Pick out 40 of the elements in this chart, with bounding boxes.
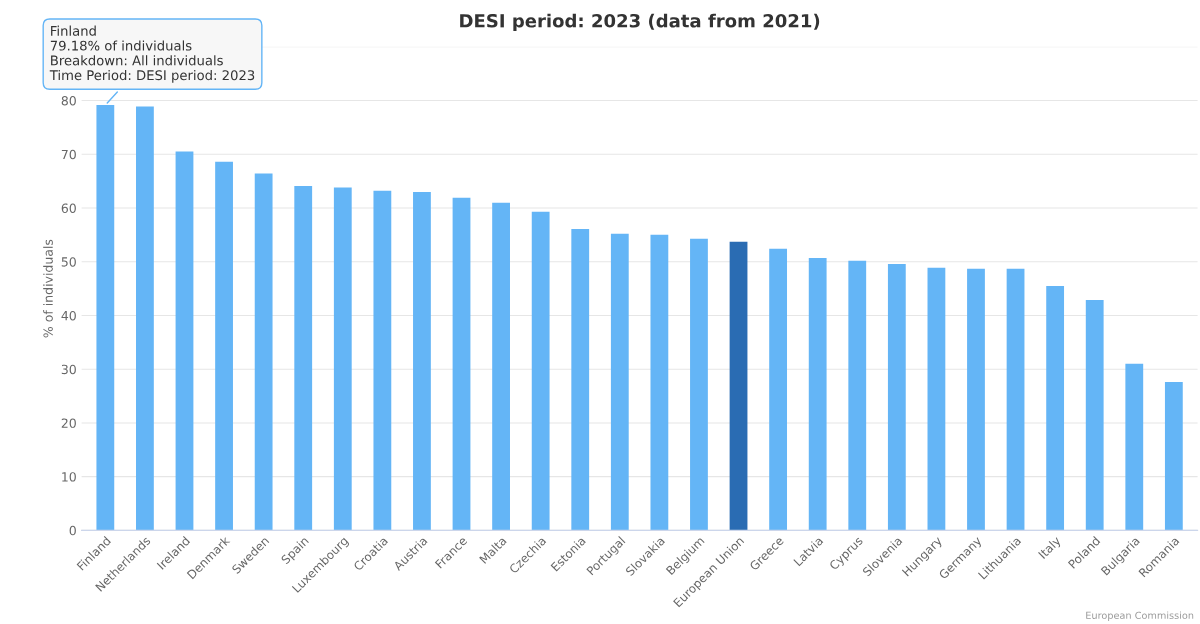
- y-tick-label: 60: [61, 203, 76, 213]
- bar: [729, 241, 748, 531]
- bar: [887, 263, 906, 531]
- y-tick-label: 70: [61, 149, 76, 160]
- bar: [808, 257, 827, 531]
- bar: [1164, 382, 1183, 531]
- chart-title: DESI period: 2023 (data from 2021): [460, 13, 820, 32]
- bar: [215, 161, 233, 531]
- bar: [136, 106, 154, 531]
- bar: [690, 238, 708, 531]
- y-tick-label: 40: [61, 310, 76, 321]
- bar: [531, 211, 550, 531]
- bar: [373, 190, 392, 531]
- y-tick-label: 0: [69, 525, 76, 536]
- bar: [1006, 268, 1025, 531]
- bar: [610, 233, 629, 531]
- bar: [571, 228, 590, 531]
- bar: [333, 187, 352, 531]
- bar: [1125, 363, 1144, 531]
- bar: [848, 260, 867, 531]
- bar: [927, 267, 946, 531]
- bar: [967, 268, 985, 531]
- text: European Commission: [1086, 611, 1194, 621]
- annotation: Finland 79.18% of individuals Breakdown: All individuals Time Period: DESI period: 2023: [49, 25, 255, 83]
- y-tick-label: 80: [61, 96, 76, 106]
- bar: [492, 202, 510, 531]
- bar: [650, 234, 669, 531]
- bar: [294, 185, 313, 531]
- y-tick-label: 30: [61, 364, 76, 375]
- bar: [769, 248, 788, 531]
- bar: [1046, 285, 1065, 531]
- bar: [452, 197, 471, 531]
- y-axis-title: % of individuals: [43, 239, 53, 338]
- bar: [413, 191, 431, 531]
- bar: [175, 151, 194, 531]
- bar: [254, 173, 273, 531]
- y-tick-label: 20: [61, 418, 76, 428]
- y-tick-label: 10: [62, 472, 76, 482]
- y-tick-label: 50: [61, 257, 76, 267]
- bar: [1085, 299, 1104, 531]
